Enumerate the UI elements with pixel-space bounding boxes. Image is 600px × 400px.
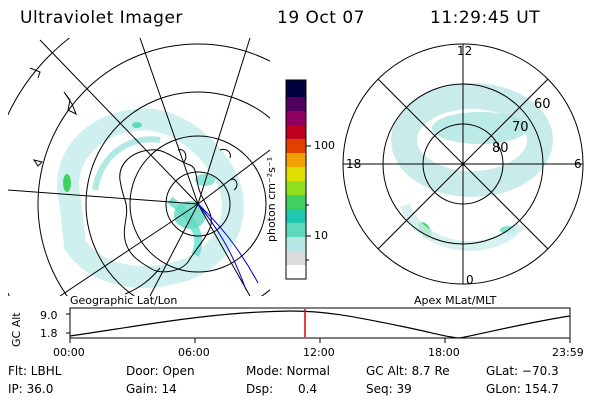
aurora-spot-geo: [63, 174, 71, 192]
timeline-ylabel: GC Alt: [10, 312, 23, 347]
colorbar-frame: [285, 79, 307, 280]
antarctica-coast: [119, 149, 212, 273]
timeline-tick: 12:00: [303, 346, 335, 359]
colorbar-swatch: [286, 167, 306, 181]
geo-caption: Geographic Lat/Lon: [70, 294, 178, 307]
dsp-label: Dsp:: [246, 382, 274, 396]
time-label: 11:29:45 UT: [430, 8, 541, 28]
gc-alt-status: GC Alt: 8.7 Re: [366, 364, 450, 378]
colorbar-swatch: [286, 251, 306, 265]
colorbar-swatch: [286, 139, 306, 153]
orbit-track: [197, 203, 247, 291]
new-zealand-coast: [63, 91, 77, 116]
colorbar-swatch: [286, 125, 306, 139]
filter-status: Flt: LBHL: [8, 364, 62, 378]
polar-caption: Apex MLat/MLT: [414, 294, 497, 307]
colorbar: [285, 79, 311, 280]
geographic-map: [8, 38, 270, 296]
colorbar-tick-100: 100: [314, 139, 335, 152]
colorbar-swatch: [286, 181, 306, 195]
mlt-6-label: 6: [574, 157, 582, 171]
colorbar-unit-label: photon cm⁻²s⁻¹: [265, 156, 278, 242]
mlt-0-label: 0: [466, 273, 474, 287]
date-label: 19 Oct 07: [277, 8, 365, 28]
door-status: Door: Open: [126, 364, 195, 378]
timeline-ymax: 9.0: [40, 309, 58, 322]
seq-status: Seq: 39: [366, 382, 412, 396]
geo-lat-circle: [165, 171, 231, 237]
mlat-60-label: 60: [534, 97, 551, 112]
colorbar-swatch: [286, 209, 306, 223]
colorbar-tick-10: 10: [314, 229, 328, 242]
timeline-tick: 00:00: [53, 346, 85, 359]
polar-plot: [342, 43, 584, 285]
timeline-tick: 06:00: [178, 346, 210, 359]
timeline-tick: 23:59: [552, 346, 584, 359]
timeline-plot: [66, 307, 571, 343]
mlt-12-label: 12: [457, 44, 473, 58]
aurora-oval-geo: [57, 108, 244, 288]
colorbar-swatch: [286, 153, 306, 167]
aurora-oval-polar: [391, 83, 553, 197]
colorbar-swatch: [286, 223, 306, 237]
gain-status: Gain: 14: [126, 382, 177, 396]
colorbar-swatch: [286, 111, 306, 125]
altitude-curve: [69, 310, 571, 339]
geo-meridian: [8, 189, 199, 205]
mlat-70-label: 70: [512, 120, 529, 135]
dsp-value: 0.4: [298, 382, 318, 396]
colorbar-swatch: [286, 195, 306, 209]
instrument-title: Ultraviolet Imager: [20, 8, 183, 28]
colorbar-swatch: [286, 265, 306, 279]
glat-status: GLat: −70.3: [486, 364, 559, 378]
peninsula-coast: [124, 267, 161, 295]
ip-status: IP: 36.0: [8, 382, 54, 396]
colorbar-swatch: [286, 237, 306, 251]
glon-status: GLon: 154.7: [486, 382, 559, 396]
timeline-tick: 18:00: [428, 346, 460, 359]
mode-status: Mode: Normal: [246, 364, 330, 378]
mlt-18-label: 18: [346, 157, 362, 171]
timeline-ymin: 1.8: [40, 327, 58, 340]
colorbar-swatch: [286, 97, 306, 111]
mlat-80-label: 80: [492, 141, 509, 156]
colorbar-swatch: [286, 80, 306, 97]
